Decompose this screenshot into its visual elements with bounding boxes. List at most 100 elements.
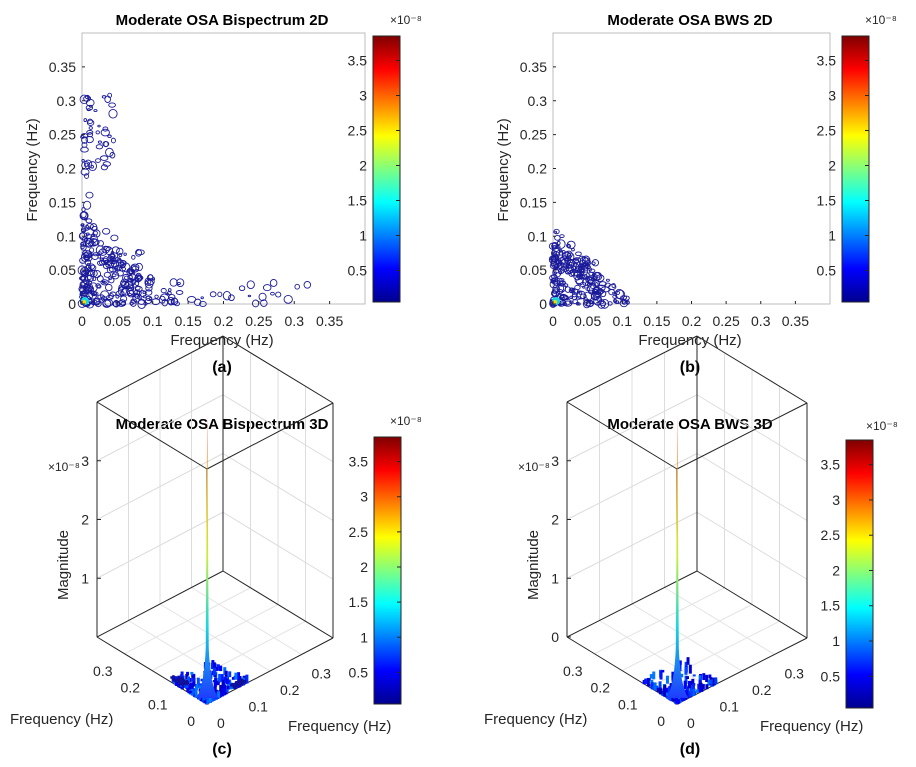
- y-tick-label: 0.05: [520, 262, 547, 278]
- contour-loop: [84, 173, 90, 179]
- contour-loop: [79, 291, 85, 297]
- contour-loop: [598, 281, 607, 287]
- surface-floor-cell: [228, 671, 232, 678]
- surface-floor-cell: [687, 680, 691, 689]
- panel-d: Moderate OSA BWS 3D 0 1 2 3 0 0.1 0.2 0.3 0 0.1…: [484, 335, 898, 758]
- surface-floor-cell: [186, 676, 190, 683]
- surface-floor-cell: [659, 670, 663, 680]
- box-edge: [566, 636, 678, 705]
- contour-loop: [550, 258, 558, 267]
- contour-loop: [217, 291, 223, 298]
- panel-c-title: Moderate OSA Bispectrum 3D: [116, 416, 329, 433]
- panel-a-caption: (a): [212, 359, 232, 376]
- surface-floor-cell: [709, 679, 713, 685]
- panel-b-title: Moderate OSA BWS 2D: [607, 12, 772, 29]
- panel-d-yticks: 0 0.1 0.2 0.3: [563, 663, 665, 729]
- contour-loop: [118, 284, 125, 290]
- surface-floor-cell: [172, 675, 175, 678]
- contour-loop: [86, 267, 92, 272]
- box-edge: [96, 570, 224, 638]
- panel-c-zlabel: Magnitude: [55, 530, 72, 600]
- contour-loop: [120, 288, 131, 296]
- contour-loop: [80, 223, 85, 227]
- box-edge: [222, 335, 334, 404]
- y-tick-label: 0.25: [520, 127, 547, 143]
- contour-loop: [103, 263, 110, 270]
- surface-floor-cell: [699, 684, 703, 692]
- colorbar-tick-label: 2: [832, 562, 840, 578]
- contour-loop: [135, 248, 142, 257]
- surface-peak: [196, 413, 219, 699]
- contour-loop: [97, 140, 102, 144]
- colorbar-tick-label: 3.5: [817, 53, 837, 69]
- colorbar-tick-label: 2.5: [349, 524, 369, 540]
- contour-loop: [564, 250, 573, 259]
- contour-loop: [137, 294, 143, 300]
- surface-floor-cell: [231, 684, 235, 687]
- contour-loop: [91, 253, 99, 261]
- surface-floor-cell: [662, 687, 666, 696]
- panel-b: Moderate OSA BWS 2D 0 0.05 0.1 0.15 0.2 0.25 0…: [495, 12, 897, 376]
- contour-loop: [258, 292, 267, 302]
- colorbar-tick-label: 2.5: [821, 527, 841, 543]
- surface-floor-cell: [705, 674, 709, 683]
- box-edge: [206, 637, 334, 705]
- contour-loop: [135, 277, 140, 282]
- contour-loop: [84, 224, 90, 231]
- surface-floor-cell: [692, 674, 696, 677]
- contour-loop: [102, 161, 111, 167]
- contour-loop: [83, 118, 87, 123]
- panel-a-xticks: 0 0.05 0.1 0.15 0.2 0.25 0.3 0.35: [78, 301, 343, 329]
- contour-loop: [555, 244, 561, 250]
- surface-floor-cell: [684, 666, 688, 675]
- contour-loop: [570, 287, 575, 292]
- contour-loop: [283, 294, 293, 304]
- surface-floor-cell: [702, 673, 706, 681]
- surface-floor-cell: [240, 678, 244, 682]
- contour-loop: [111, 271, 120, 280]
- z-tick-label: 1: [551, 570, 559, 586]
- contour-loop: [571, 291, 578, 298]
- contour-loop: [100, 279, 109, 286]
- contour-loop: [108, 293, 114, 299]
- contour-loop: [96, 260, 105, 266]
- contour-loop: [605, 278, 610, 282]
- contour-loop: [548, 242, 558, 250]
- surface-floor-cell: [220, 689, 224, 697]
- surface-floor-cell: [188, 689, 192, 692]
- contour-loop: [275, 291, 282, 298]
- x-tick-label: 0.25: [713, 313, 740, 329]
- contour-loop: [88, 161, 97, 172]
- contour-loop: [558, 250, 564, 256]
- contour-loop: [209, 291, 217, 298]
- surface-floor-cell: [237, 672, 241, 681]
- contour-loop: [102, 140, 110, 147]
- surface-floor-cell: [195, 683, 199, 690]
- panel-c-ylabel: Frequency (Hz): [10, 711, 113, 728]
- panel-d-box: [566, 335, 808, 705]
- panel-b-yticks: 0 0.05 0.1 0.15 0.2 0.25 0.3 0.35: [520, 59, 556, 312]
- contour-loop: [583, 297, 589, 303]
- contour-loop: [79, 257, 87, 264]
- surface-floor-cell: [196, 677, 200, 687]
- surface-floor-cell: [179, 678, 182, 681]
- surface-floor-cell: [185, 682, 189, 689]
- contour-loop: [177, 281, 181, 286]
- contour-loop: [84, 159, 93, 170]
- surface-floor-cell: [665, 675, 669, 684]
- contour-loop: [80, 135, 85, 140]
- contour-loop: [85, 240, 92, 244]
- contour-loop: [106, 266, 114, 274]
- box-edge: [676, 637, 808, 705]
- contour-loop: [78, 232, 88, 241]
- floor-grid-line: [191, 587, 302, 655]
- contour-loop: [551, 274, 558, 280]
- contour-loop: [613, 297, 622, 305]
- surface-floor-cell: [708, 674, 712, 679]
- contour-loop: [84, 289, 89, 295]
- surface-floor-cell: [711, 684, 715, 687]
- surface-floor-cell: [186, 671, 190, 676]
- contour-loop: [151, 277, 156, 281]
- x-tick-label: 0.1: [720, 699, 740, 715]
- surface-floor-cell: [188, 683, 192, 692]
